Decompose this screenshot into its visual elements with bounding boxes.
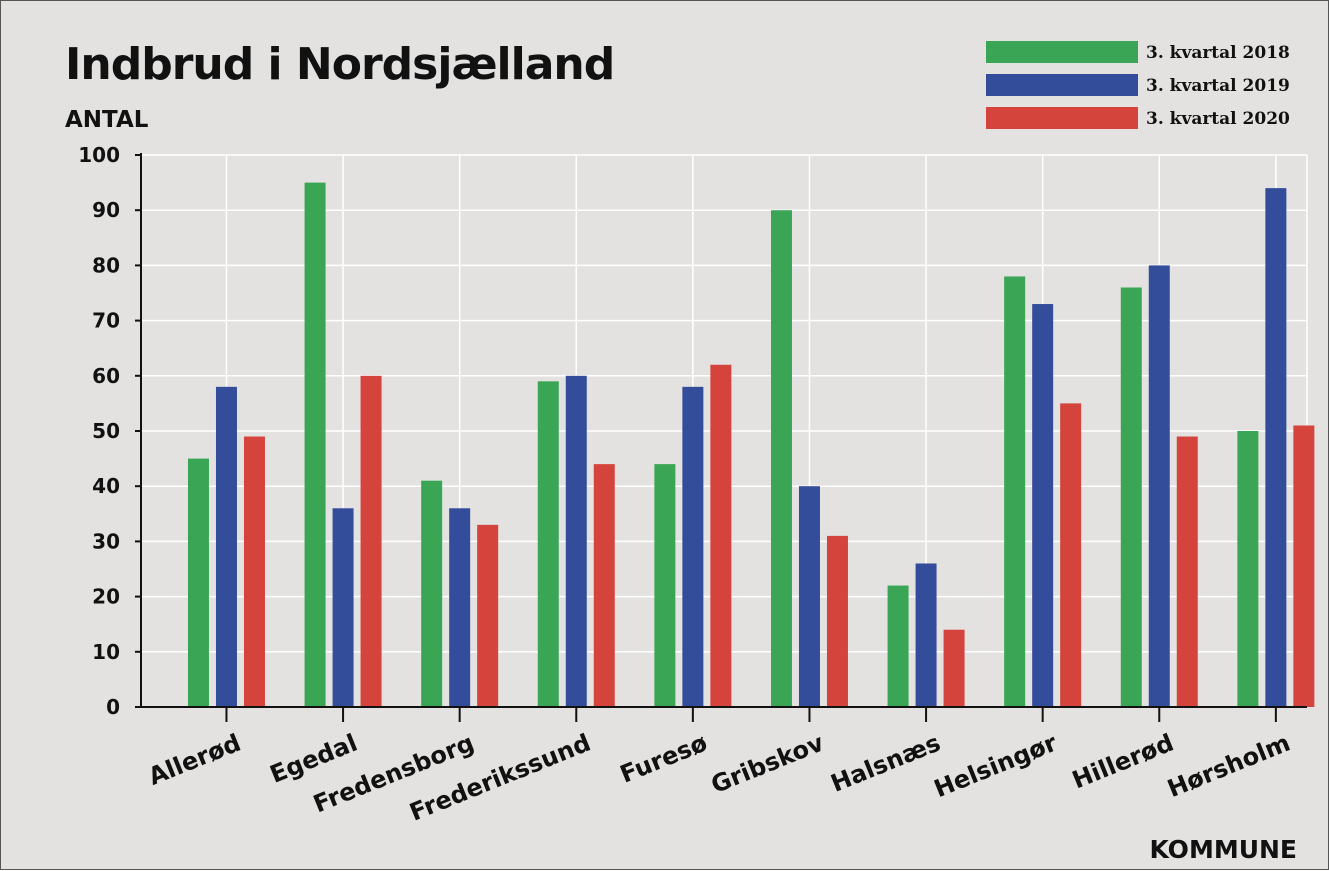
bar-2-3 <box>449 508 471 707</box>
bar-3-4 <box>593 464 615 707</box>
bar-3-6 <box>826 535 848 707</box>
y-tick-label: 50 <box>92 419 120 443</box>
y-tick-label: 60 <box>92 364 120 388</box>
bar-3-3 <box>477 524 499 707</box>
x-tick-label: Allerød <box>144 729 244 791</box>
bar-2-9 <box>1148 265 1170 707</box>
x-tick-label: Hillerød <box>1068 729 1177 795</box>
bar-3-5 <box>710 364 732 707</box>
legend-label-3: 3. kvartal 2020 <box>1146 109 1290 129</box>
y-tick-label: 40 <box>92 474 120 498</box>
chart-title: Indbrud i Nordsjælland <box>65 39 614 90</box>
y-tick-label: 0 <box>106 695 120 719</box>
x-tick-label: Furesø <box>616 729 711 789</box>
legend: 3. kvartal 2018 3. kvartal 2019 3. kvartal… <box>986 41 1290 129</box>
bar-2-8 <box>1032 304 1054 707</box>
bar-3-9 <box>1176 436 1198 707</box>
bar-1-7 <box>887 585 909 707</box>
legend-label-2: 3. kvartal 2019 <box>1146 76 1290 96</box>
x-tick-label: Hørsholm <box>1164 729 1295 803</box>
bars <box>187 182 1315 708</box>
y-tick-label: 90 <box>92 198 120 222</box>
bar-1-9 <box>1120 287 1142 707</box>
bar-1-6 <box>770 210 792 707</box>
bar-2-7 <box>915 563 937 707</box>
bar-1-5 <box>654 464 676 707</box>
bar-2-2 <box>332 508 354 707</box>
bar-2-10 <box>1265 188 1287 707</box>
y-axis-label: ANTAL <box>65 107 149 133</box>
bar-2-5 <box>682 386 704 707</box>
legend-swatch-3 <box>986 107 1138 129</box>
bar-1-1 <box>187 458 209 707</box>
bar-1-10 <box>1237 431 1259 707</box>
y-tick-label: 70 <box>92 309 120 333</box>
bar-1-8 <box>1004 276 1026 707</box>
x-tick-label: Helsingør <box>930 729 1061 804</box>
bar-2-1 <box>215 386 237 707</box>
bar-3-7 <box>943 629 965 707</box>
x-tick-label: Gribskov <box>707 728 828 799</box>
bar-3-1 <box>243 436 265 707</box>
x-tick-label: Halsnæs <box>827 729 944 798</box>
legend-swatch-2 <box>986 74 1138 96</box>
y-tick-label: 30 <box>92 529 120 553</box>
legend-label-1: 3. kvartal 2018 <box>1146 43 1290 63</box>
x-axis-label: KOMMUNE <box>1149 835 1297 864</box>
y-tick-label: 10 <box>92 640 120 664</box>
bar-1-4 <box>537 381 559 707</box>
y-tick-label: 100 <box>78 143 120 167</box>
y-tick-label: 20 <box>92 585 120 609</box>
bar-2-4 <box>565 375 587 707</box>
bar-3-10 <box>1293 425 1315 707</box>
bar-2-6 <box>798 486 820 707</box>
bar-3-2 <box>360 375 382 707</box>
y-tick-label: 80 <box>92 253 120 277</box>
bar-3-8 <box>1060 403 1082 707</box>
bar-1-2 <box>304 182 326 708</box>
bar-1-3 <box>421 480 443 707</box>
legend-swatch-1 <box>986 41 1138 63</box>
